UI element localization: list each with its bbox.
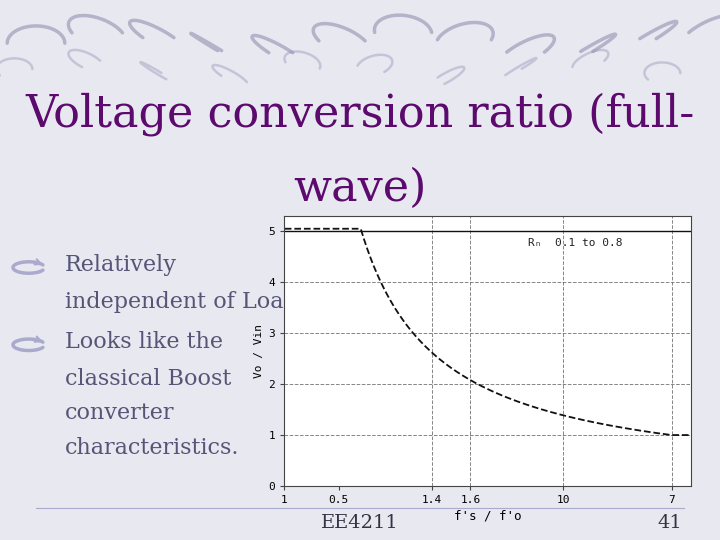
Text: Voltage conversion ratio (full-: Voltage conversion ratio (full- [25, 93, 695, 136]
Text: EE4211: EE4211 [321, 514, 399, 532]
Text: independent of Load: independent of Load [65, 291, 297, 313]
Text: 41: 41 [657, 514, 682, 532]
Text: Rₙ  0.1 to 0.8: Rₙ 0.1 to 0.8 [528, 238, 623, 248]
Text: Looks like the: Looks like the [65, 331, 222, 353]
Y-axis label: Vo / Vin: Vo / Vin [254, 324, 264, 378]
X-axis label: f's / f'o: f's / f'o [454, 509, 521, 522]
Text: converter: converter [65, 402, 174, 424]
Text: wave): wave) [293, 166, 427, 210]
Text: characteristics.: characteristics. [65, 437, 239, 459]
Text: Relatively: Relatively [65, 254, 177, 275]
Text: classical Boost: classical Boost [65, 368, 231, 390]
